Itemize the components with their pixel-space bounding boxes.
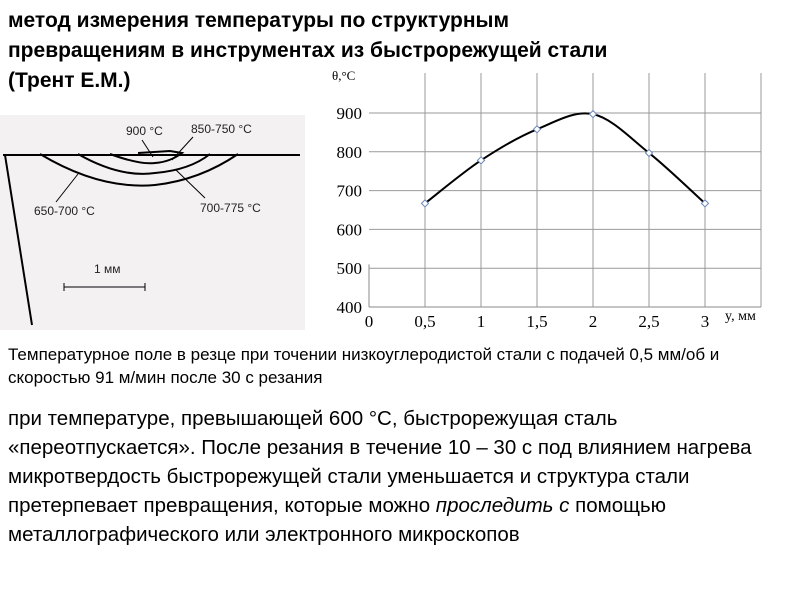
data-point bbox=[420, 199, 430, 208]
x-tick-label: 0 bbox=[365, 312, 374, 331]
flank-line bbox=[4, 154, 33, 326]
x-axis-label: y, мм bbox=[725, 309, 756, 324]
figure-caption: Температурное поле в резце при точении н… bbox=[8, 345, 720, 387]
y-tick-label: 400 bbox=[337, 298, 363, 317]
x-tick-label: 2,5 bbox=[638, 312, 659, 331]
y-axis-label: θ,°C bbox=[332, 68, 355, 83]
body-text: при температуре, превышающей 600 °C, быс… bbox=[8, 404, 798, 549]
zone-700-775 bbox=[77, 153, 211, 175]
x-tick-label: 3 bbox=[701, 312, 710, 331]
x-tick-label: 1,5 bbox=[526, 312, 547, 331]
temperature-chart: 400 500 600 700 800 900 0 0,5 1 1,5 2 2,5 3 θ,°C y, мм bbox=[310, 60, 800, 345]
data-point bbox=[644, 148, 654, 158]
x-tick-label: 2 bbox=[589, 312, 598, 331]
data-point bbox=[476, 156, 486, 165]
body-emphasis: проследить с bbox=[435, 494, 570, 517]
y-tick-label: 700 bbox=[337, 182, 363, 201]
data-point bbox=[532, 125, 542, 134]
data-point bbox=[700, 199, 710, 208]
tool-temperature-diagram: 900 °C 850-750 °C 650-700 °C 700-775 °C … bbox=[0, 115, 305, 330]
title-line-3: (Трент Е.М.) bbox=[8, 69, 131, 92]
label-700-775: 700-775 °C bbox=[200, 201, 261, 215]
y-tick-label: 900 bbox=[337, 104, 363, 123]
slide-title: метод измерения температуры по структурн… bbox=[8, 6, 798, 96]
body-part-2: помощью металлографического или электрон… bbox=[8, 494, 667, 546]
y-tick-label: 500 bbox=[337, 259, 363, 278]
title-line-1: метод измерения температуры по структурн… bbox=[8, 9, 510, 32]
series-line bbox=[424, 112, 706, 205]
zone-650-700 bbox=[39, 153, 239, 187]
title-line-2: превращениям в инструментах из быстрореж… bbox=[8, 39, 608, 62]
scale-label: 1 мм bbox=[94, 262, 121, 276]
label-850-750: 850-750 °C bbox=[191, 122, 252, 136]
x-tick-label: 1 bbox=[477, 312, 486, 331]
x-tick-label: 0,5 bbox=[414, 312, 435, 331]
label-650-700: 650-700 °C bbox=[34, 204, 95, 218]
y-tick-label: 800 bbox=[337, 143, 363, 162]
zone-850-750 bbox=[109, 149, 185, 165]
label-900: 900 °C bbox=[126, 124, 163, 138]
data-point bbox=[588, 109, 598, 119]
y-tick-label: 600 bbox=[337, 220, 363, 239]
body-part-1: при температуре, превышающей 600 °C, быс… bbox=[8, 407, 752, 517]
